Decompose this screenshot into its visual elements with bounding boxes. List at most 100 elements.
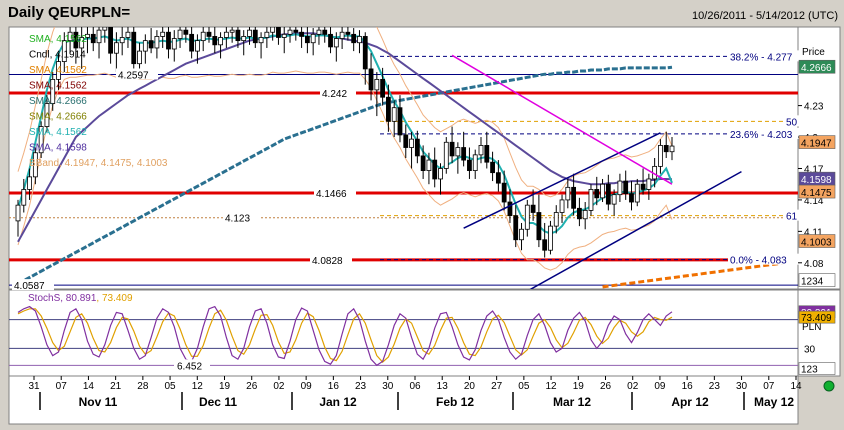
candle[interactable] — [443, 137, 449, 174]
candle[interactable] — [588, 184, 594, 216]
sma-mid-line[interactable] — [17, 32, 673, 243]
candle[interactable] — [223, 24, 229, 48]
candle[interactable] — [559, 194, 565, 223]
candle[interactable] — [142, 34, 148, 64]
candle[interactable] — [536, 194, 542, 248]
candle[interactable] — [640, 168, 646, 195]
candle[interactable] — [513, 205, 519, 248]
candle[interactable] — [258, 32, 264, 59]
candle[interactable] — [125, 22, 131, 48]
candle[interactable] — [328, 26, 333, 54]
candle[interactable] — [368, 53, 374, 101]
legend-entry[interactable]: SMA, 4.1562 — [29, 34, 87, 45]
candle[interactable] — [501, 170, 507, 211]
candle[interactable] — [310, 28, 316, 56]
candle[interactable] — [542, 222, 548, 258]
candle[interactable] — [617, 173, 623, 203]
candle[interactable] — [576, 197, 582, 227]
candle[interactable] — [571, 173, 577, 216]
candle[interactable] — [391, 100, 397, 138]
candle[interactable] — [426, 152, 432, 185]
candle[interactable] — [102, 17, 108, 43]
time-axis[interactable] — [8, 375, 799, 425]
candle[interactable] — [148, 28, 154, 54]
stoch-k-line[interactable] — [17, 305, 673, 367]
candle[interactable] — [293, 20, 299, 41]
candle[interactable] — [287, 22, 293, 43]
candle[interactable] — [490, 151, 495, 182]
candle[interactable] — [264, 26, 270, 48]
candle[interactable] — [461, 131, 467, 167]
candle[interactable] — [524, 199, 530, 237]
candle[interactable] — [131, 27, 137, 75]
candle[interactable] — [600, 178, 605, 203]
candle[interactable] — [281, 27, 287, 54]
candle[interactable] — [247, 24, 252, 45]
candle[interactable] — [467, 147, 472, 179]
candle[interactable] — [322, 20, 328, 43]
candle[interactable] — [316, 22, 322, 45]
candle[interactable] — [605, 174, 611, 211]
candle[interactable] — [32, 147, 38, 185]
candle[interactable] — [455, 142, 461, 174]
candle[interactable] — [304, 26, 310, 54]
resistance-trend-line[interactable] — [451, 54, 673, 185]
candle[interactable] — [403, 124, 409, 158]
candle[interactable] — [61, 32, 67, 73]
candle[interactable] — [160, 24, 166, 48]
legend-entry[interactable]: SMA, 4.1562 — [29, 127, 87, 138]
stoch-legend[interactable]: StochS, 80.891, 73.409 — [28, 293, 133, 304]
candle[interactable] — [386, 84, 391, 132]
candle[interactable] — [611, 189, 617, 216]
candle[interactable] — [96, 27, 102, 59]
candle[interactable] — [623, 170, 629, 200]
candle[interactable] — [565, 178, 571, 209]
stoch-axis[interactable] — [797, 289, 841, 377]
candle[interactable] — [357, 30, 362, 54]
sma-fast-line[interactable] — [17, 33, 673, 235]
candle[interactable] — [21, 178, 27, 213]
legend-entry[interactable]: BBand, 4.1947, 4.1475, 4.1003 — [29, 158, 168, 169]
candle[interactable] — [472, 149, 478, 179]
candle[interactable] — [449, 126, 455, 164]
candle[interactable] — [27, 168, 32, 200]
candle[interactable] — [380, 67, 386, 106]
candle[interactable] — [484, 131, 490, 169]
candle[interactable] — [495, 160, 501, 192]
candle[interactable] — [362, 32, 368, 85]
candle[interactable] — [333, 32, 339, 62]
candle[interactable] — [38, 121, 44, 158]
candle[interactable] — [166, 27, 171, 59]
candle[interactable] — [73, 22, 79, 64]
candle[interactable] — [206, 22, 212, 43]
legend-entry[interactable]: SMA, 4.2666 — [29, 112, 87, 123]
candle[interactable] — [67, 11, 73, 54]
candle[interactable] — [548, 220, 553, 255]
candle[interactable] — [409, 131, 414, 169]
candle[interactable] — [108, 22, 114, 64]
candle[interactable] — [438, 163, 443, 195]
candle[interactable] — [414, 130, 420, 164]
candle[interactable] — [553, 205, 559, 234]
candle[interactable] — [594, 176, 600, 206]
candle[interactable] — [252, 22, 258, 48]
candle[interactable] — [15, 199, 21, 237]
candle[interactable] — [235, 20, 241, 48]
candle[interactable] — [432, 147, 438, 188]
candle[interactable] — [90, 22, 96, 52]
candle[interactable] — [299, 24, 304, 48]
candle[interactable] — [420, 145, 426, 179]
legend-entry[interactable]: Cndl, 4.1914 — [29, 50, 86, 61]
candle[interactable] — [183, 20, 189, 43]
candle[interactable] — [85, 20, 90, 54]
candle[interactable] — [663, 131, 669, 158]
candle[interactable] — [56, 53, 61, 90]
candle[interactable] — [189, 26, 195, 59]
candle[interactable] — [351, 28, 357, 52]
candle[interactable] — [519, 222, 524, 251]
candle[interactable] — [374, 72, 380, 117]
candle[interactable] — [646, 173, 652, 200]
channel-upper-line[interactable] — [463, 132, 661, 229]
legend-entry[interactable]: SMA, 4.2666 — [29, 96, 87, 107]
